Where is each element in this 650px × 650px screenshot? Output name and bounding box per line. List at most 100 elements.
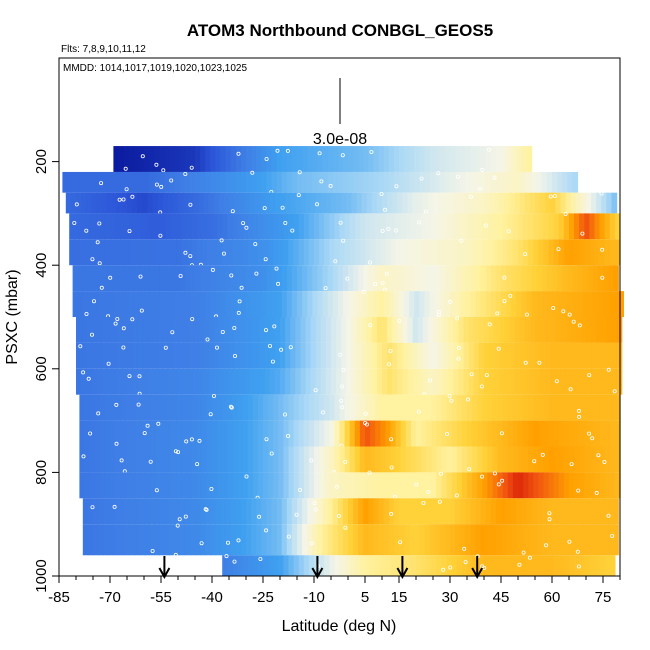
heatmap-cell — [230, 291, 237, 317]
heatmap-cell — [317, 524, 324, 556]
heatmap-cell — [184, 146, 191, 172]
heatmap-cell — [222, 446, 228, 473]
heatmap-cell — [82, 524, 89, 556]
heatmap-cell — [461, 394, 468, 421]
sample-marker — [224, 554, 229, 559]
heatmap-cell — [604, 446, 611, 473]
heatmap-cell — [528, 555, 534, 576]
sample-marker — [209, 486, 214, 491]
heatmap-cell — [484, 368, 490, 395]
heatmap-cell — [208, 368, 215, 395]
heatmap-cell — [580, 368, 587, 395]
heatmap-cell — [608, 265, 614, 292]
heatmap-cell — [438, 342, 444, 369]
heatmap-cell — [456, 472, 463, 499]
heatmap-cell — [393, 146, 400, 172]
sample-marker — [257, 514, 262, 519]
heatmap-cell — [155, 472, 162, 499]
heatmap-cell — [69, 213, 75, 240]
heatmap-cell — [516, 265, 522, 292]
heatmap-cell — [307, 524, 313, 556]
heatmap-cell — [227, 420, 233, 447]
heatmap-cell — [353, 171, 359, 193]
heatmap-cell — [252, 239, 259, 266]
heatmap-cell — [541, 171, 548, 193]
heatmap-cell — [482, 420, 488, 447]
sample-marker — [492, 471, 497, 476]
heatmap-cell — [142, 342, 148, 369]
heatmap-cell — [161, 446, 167, 473]
sample-marker — [219, 238, 224, 243]
heatmap-cell — [67, 171, 74, 193]
sample-marker — [345, 276, 350, 281]
heatmap-cell — [579, 394, 585, 421]
heatmap-cell — [191, 394, 198, 421]
sample-marker — [127, 374, 132, 379]
heatmap-cell — [431, 239, 437, 266]
heatmap-cell — [538, 420, 545, 447]
heatmap-cell — [281, 146, 288, 172]
heatmap-cell — [307, 171, 313, 193]
heatmap-cell — [172, 192, 179, 214]
heatmap-cell — [375, 394, 381, 421]
heatmap-cell — [261, 265, 267, 292]
heatmap-cell — [201, 213, 208, 240]
arrow-marker — [396, 556, 409, 580]
heatmap-cell — [407, 192, 414, 214]
heatmap-cell — [404, 171, 410, 193]
heatmap-cell — [220, 265, 227, 292]
heatmap-cell — [324, 213, 330, 240]
heatmap-cell — [298, 394, 305, 421]
sample-marker — [96, 411, 101, 416]
sample-marker — [600, 247, 605, 252]
heatmap-cell — [307, 146, 313, 172]
heatmap-cell — [594, 555, 601, 576]
heatmap-cell — [342, 524, 349, 556]
heatmap-cell — [104, 394, 111, 421]
heatmap-cell — [453, 368, 460, 395]
heatmap-cell — [273, 213, 279, 240]
heatmap-cell — [291, 265, 298, 292]
heatmap-cell — [433, 192, 439, 214]
heatmap-cell — [506, 498, 512, 525]
heatmap-cell — [135, 239, 142, 266]
heatmap-cell — [147, 368, 154, 395]
heatmap-cell — [191, 420, 198, 447]
heatmap-cell — [314, 394, 320, 421]
heatmap-cell — [390, 213, 397, 240]
heatmap-cell — [237, 555, 244, 576]
heatmap-cell — [72, 171, 79, 193]
heatmap-cell — [269, 368, 276, 395]
heatmap-cell — [341, 368, 347, 395]
heatmap-cell — [550, 317, 556, 343]
heatmap-cell — [220, 146, 227, 172]
heatmap-cell — [344, 394, 351, 421]
sample-marker — [205, 337, 210, 342]
heatmap-cell — [96, 342, 103, 369]
heatmap-cell — [322, 171, 329, 193]
heatmap-cell — [324, 555, 330, 576]
y-tick-label: 400 — [33, 253, 50, 278]
heatmap-cell — [458, 342, 465, 369]
heatmap-cell — [455, 265, 461, 292]
sample-marker — [232, 559, 237, 564]
heatmap-cell — [130, 394, 137, 421]
heatmap-cell — [128, 524, 135, 556]
sample-marker — [92, 299, 97, 304]
heatmap-cell — [467, 420, 473, 447]
heatmap-cell — [205, 265, 211, 292]
sample-marker — [139, 308, 144, 313]
heatmap-cell — [365, 239, 371, 266]
heatmap-cell — [159, 291, 165, 317]
heatmap-cell — [110, 213, 116, 240]
heatmap-cell — [132, 342, 138, 369]
heatmap-cell — [144, 171, 150, 193]
heatmap-cell — [390, 555, 397, 576]
heatmap-cell — [93, 171, 99, 193]
heatmap-cell — [184, 291, 191, 317]
heatmap-cell — [261, 146, 267, 172]
heatmap-cell — [519, 317, 526, 343]
sample-marker — [508, 293, 513, 298]
heatmap-cell — [387, 192, 393, 214]
heatmap-cell — [545, 192, 551, 214]
